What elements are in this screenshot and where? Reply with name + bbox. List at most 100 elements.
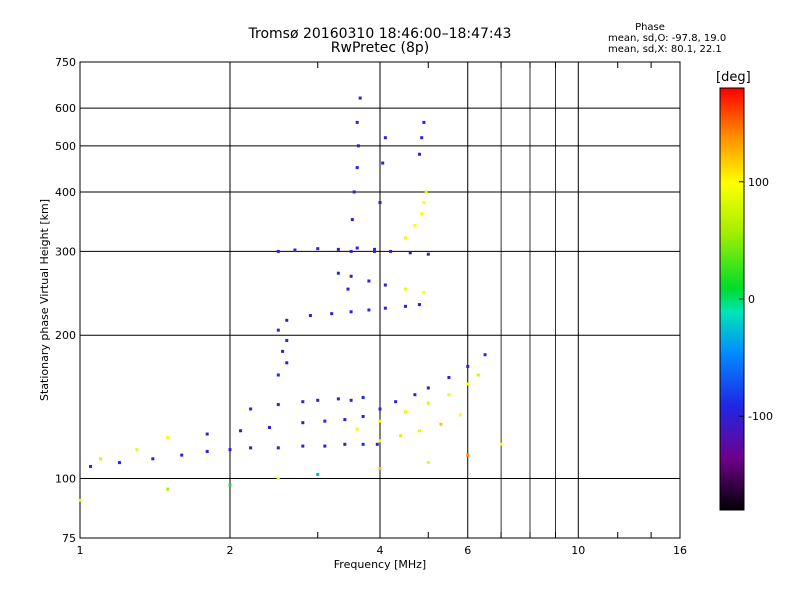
colorbar-band	[720, 210, 744, 213]
data-point	[355, 120, 359, 124]
data-point	[378, 201, 382, 205]
colorbar-band	[720, 190, 744, 193]
colorbar-band	[720, 186, 744, 189]
colorbar-band	[720, 388, 744, 391]
colorbar-band	[720, 370, 744, 373]
data-point	[389, 249, 393, 253]
data-point	[417, 303, 421, 307]
colorbar-band	[720, 244, 744, 247]
colorbar-band	[720, 164, 744, 167]
colorbar-band	[720, 368, 744, 371]
colorbar-band	[720, 172, 744, 175]
colorbar-band	[720, 154, 744, 157]
data-point	[361, 442, 365, 446]
colorbar-band	[720, 228, 744, 231]
colorbar-band	[720, 338, 744, 341]
colorbar-band	[720, 382, 744, 385]
colorbar-band	[720, 286, 744, 289]
colorbar-band	[720, 242, 744, 245]
colorbar-band	[720, 236, 744, 239]
colorbar-band	[720, 336, 744, 339]
phase-stats-o: mean, sd,O: -97.8, 19.0	[608, 33, 727, 44]
colorbar-band	[720, 140, 744, 143]
colorbar-band	[720, 184, 744, 187]
colorbar-band	[720, 340, 744, 343]
data-point	[458, 413, 462, 417]
data-point	[285, 361, 289, 365]
colorbar-band	[720, 256, 744, 259]
colorbar-band	[720, 452, 744, 455]
colorbar-band	[720, 146, 744, 149]
data-point	[381, 161, 385, 165]
colorbar-band	[720, 372, 744, 375]
colorbar-band	[720, 274, 744, 277]
colorbar-band	[720, 426, 744, 429]
data-point	[316, 398, 320, 402]
colorbar-band	[720, 328, 744, 331]
colorbar-band	[720, 142, 744, 145]
data-point	[151, 457, 155, 461]
data-point	[89, 464, 93, 468]
colorbar-band	[720, 378, 744, 381]
colorbar-band	[720, 412, 744, 415]
colorbar-band	[720, 396, 744, 399]
data-point	[378, 407, 382, 411]
data-point	[499, 442, 503, 446]
colorbar-band	[720, 444, 744, 447]
colorbar-band	[720, 112, 744, 115]
colorbar-band	[720, 128, 744, 131]
colorbar-band	[720, 438, 744, 441]
colorbar-band	[720, 364, 744, 367]
data-point	[316, 472, 320, 476]
colorbar-band	[720, 446, 744, 449]
data-point	[403, 236, 407, 240]
colorbar-band	[720, 262, 744, 265]
colorbar-band	[720, 488, 744, 491]
data-point	[276, 446, 280, 450]
colorbar-band	[720, 496, 744, 499]
colorbar-band	[720, 260, 744, 263]
colorbar-band	[720, 474, 744, 477]
data-point	[426, 252, 430, 256]
colorbar-band	[720, 232, 744, 235]
colorbar-band	[720, 238, 744, 241]
colorbar-band	[720, 306, 744, 309]
colorbar-band	[720, 468, 744, 471]
colorbar-band	[720, 166, 744, 169]
colorbar-band	[720, 234, 744, 237]
colorbar-band	[720, 398, 744, 401]
data-point	[361, 395, 365, 399]
data-point	[205, 432, 209, 436]
colorbar-band	[720, 318, 744, 321]
data-point	[426, 386, 430, 390]
colorbar-band	[720, 458, 744, 461]
data-point	[276, 477, 280, 481]
colorbar-band	[720, 188, 744, 191]
colorbar-band	[720, 502, 744, 505]
colorbar-band	[720, 392, 744, 395]
colorbar-band	[720, 472, 744, 475]
colorbar-band	[720, 508, 744, 511]
phase-heading: Phase	[635, 22, 665, 33]
data-point	[349, 310, 353, 314]
data-point	[355, 166, 359, 170]
colorbar-band	[720, 174, 744, 177]
data-point	[352, 190, 356, 194]
colorbar-band	[720, 480, 744, 483]
colorbar-band	[720, 302, 744, 305]
data-point	[447, 393, 451, 397]
colorbar-band	[720, 418, 744, 421]
colorbar-band	[720, 304, 744, 307]
data-point	[439, 422, 443, 426]
colorbar-band	[720, 216, 744, 219]
data-point	[249, 446, 253, 450]
colorbar-band	[720, 98, 744, 101]
colorbar-band	[720, 500, 744, 503]
colorbar-band	[720, 506, 744, 509]
colorbar-unit: [deg]	[716, 70, 751, 85]
data-point	[228, 448, 232, 452]
data-point	[166, 487, 170, 491]
colorbar-band	[720, 314, 744, 317]
data-point	[346, 287, 350, 291]
colorbar-band	[720, 454, 744, 457]
